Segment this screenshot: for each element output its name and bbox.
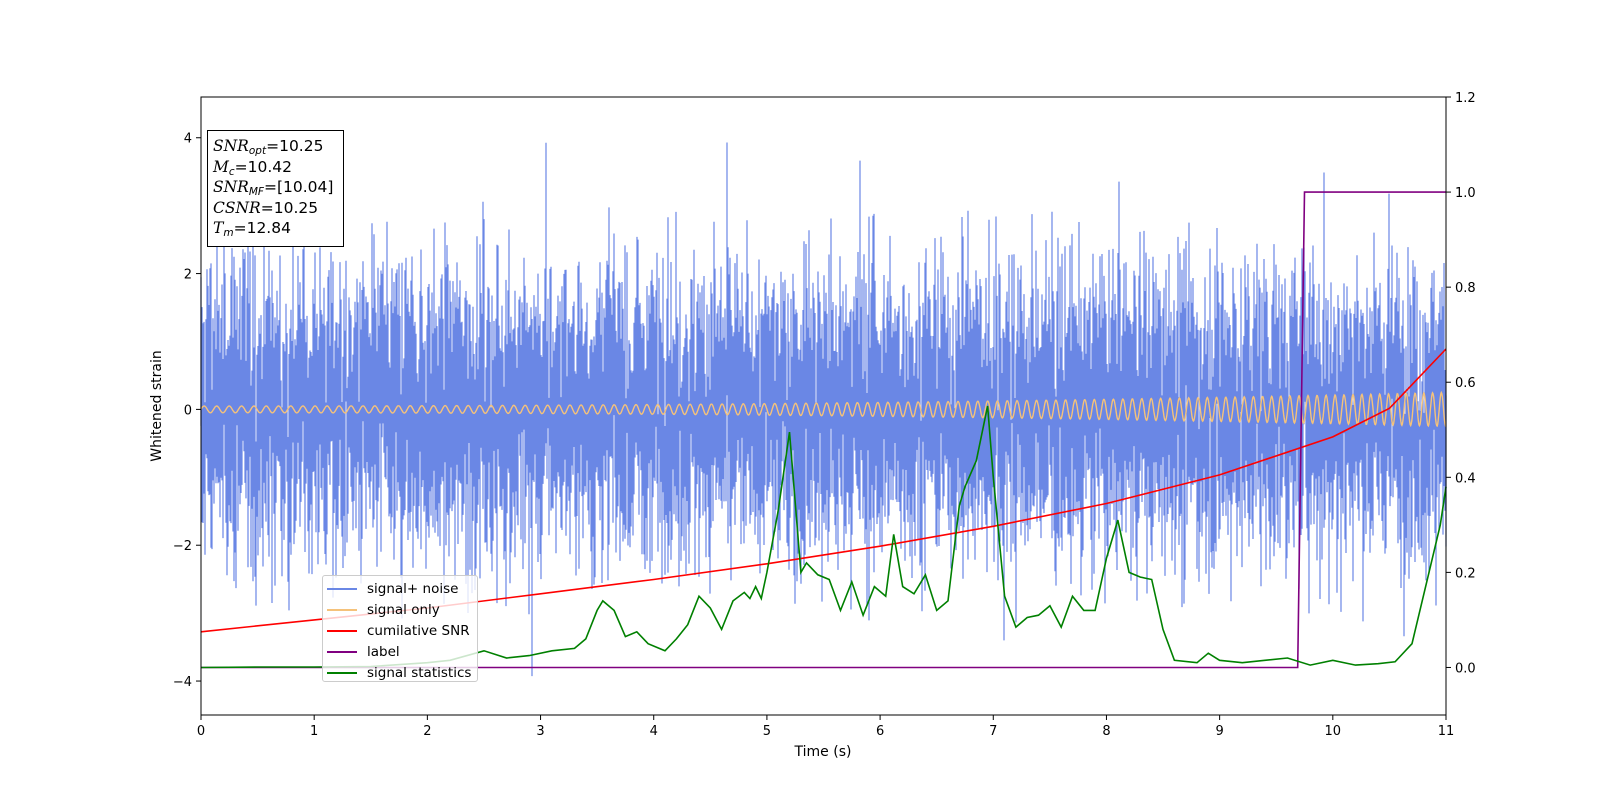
legend-item-signal-noise: signal+ noise — [323, 578, 477, 599]
label-series — [201, 191, 1446, 669]
legend-swatch-label — [327, 650, 357, 653]
x-tick-label: 1 — [310, 724, 318, 739]
y-tick-label: −4 — [173, 675, 192, 690]
snr-mf-value: [10.04] — [276, 178, 334, 196]
legend-swatch-signal-only — [327, 608, 357, 611]
legend-swatch-signal-statistics — [327, 671, 357, 674]
csnr-line: CSNR=10.25 — [213, 198, 319, 217]
snr-opt-line: SNRopt=10.25 — [213, 137, 324, 157]
y-tick-label: −2 — [173, 539, 192, 554]
legend-swatch-cumulative-snr — [327, 629, 357, 632]
legend-item-signal-statistics: signal statistics — [323, 662, 477, 683]
tm-value: 12.84 — [246, 219, 291, 237]
y2-tick-label: 0.2 — [1455, 566, 1476, 581]
y2-tick-label: 0.4 — [1455, 471, 1476, 486]
y-tick-label: 0 — [184, 403, 192, 418]
x-tick-label: 6 — [876, 724, 884, 739]
snr-opt-value: 10.25 — [279, 137, 324, 155]
signal-only-series — [200, 390, 1447, 428]
x-tick-label: 11 — [1438, 724, 1455, 739]
y2-tick-label: 1.0 — [1455, 186, 1476, 201]
y-tick-label: 4 — [184, 132, 192, 147]
mc-line: Mc=10.42 — [213, 157, 293, 178]
legend-label-signal-only: signal only — [367, 601, 440, 618]
legend-label-signal-noise: signal+ noise — [367, 580, 459, 597]
legend: signal+ noise signal only cumilative SNR… — [322, 575, 478, 682]
csnr-value: 10.25 — [273, 198, 319, 217]
legend-label-label: label — [367, 643, 400, 660]
y-axis-left: 4 2 0 −2 −4 — [173, 132, 201, 690]
y-axis-right: 1.2 1.0 0.8 0.6 0.4 0.2 0.0 — [1446, 91, 1476, 676]
tm-line: Tm=12.84 — [213, 219, 291, 239]
plot-frame — [200, 96, 1447, 716]
x-tick-label: 4 — [650, 724, 658, 739]
y2-tick-label: 1.2 — [1455, 91, 1476, 106]
snr-mf-line: SNRMF=[10.04] — [213, 178, 334, 198]
legend-label-cumulative-snr: cumilative SNR — [367, 622, 470, 639]
legend-label-signal-statistics: signal statistics — [367, 664, 472, 681]
x-tick-label: 2 — [423, 724, 431, 739]
y2-tick-label: 0.6 — [1455, 376, 1476, 391]
legend-item-signal-only: signal only — [323, 599, 477, 620]
y-tick-label: 2 — [184, 268, 192, 283]
x-tick-label: 7 — [989, 724, 997, 739]
legend-swatch-signal-noise — [327, 587, 357, 590]
legend-item-label: label — [323, 641, 477, 662]
legend-item-cumulative-snr: cumilative SNR — [323, 620, 477, 641]
x-axis-label: Time (s) — [794, 744, 852, 760]
y-axis-label: Whitened strain — [149, 350, 165, 461]
x-tick-label: 10 — [1325, 724, 1342, 739]
signal-statistics-series — [200, 405, 1447, 669]
x-tick-label: 0 — [197, 724, 205, 739]
y2-tick-label: 0.0 — [1455, 661, 1476, 676]
x-axis: 0 1 2 3 4 5 6 7 8 9 10 11 — [197, 715, 1454, 739]
x-tick-label: 9 — [1215, 724, 1223, 739]
mc-value: 10.42 — [247, 157, 293, 176]
y2-tick-label: 0.8 — [1455, 281, 1476, 296]
snr-info-box: SNRopt=10.25 Mc=10.42 SNRMF=[10.04] CSNR… — [207, 130, 344, 247]
x-tick-label: 5 — [763, 724, 771, 739]
x-tick-label: 3 — [536, 724, 544, 739]
x-tick-label: 8 — [1102, 724, 1110, 739]
